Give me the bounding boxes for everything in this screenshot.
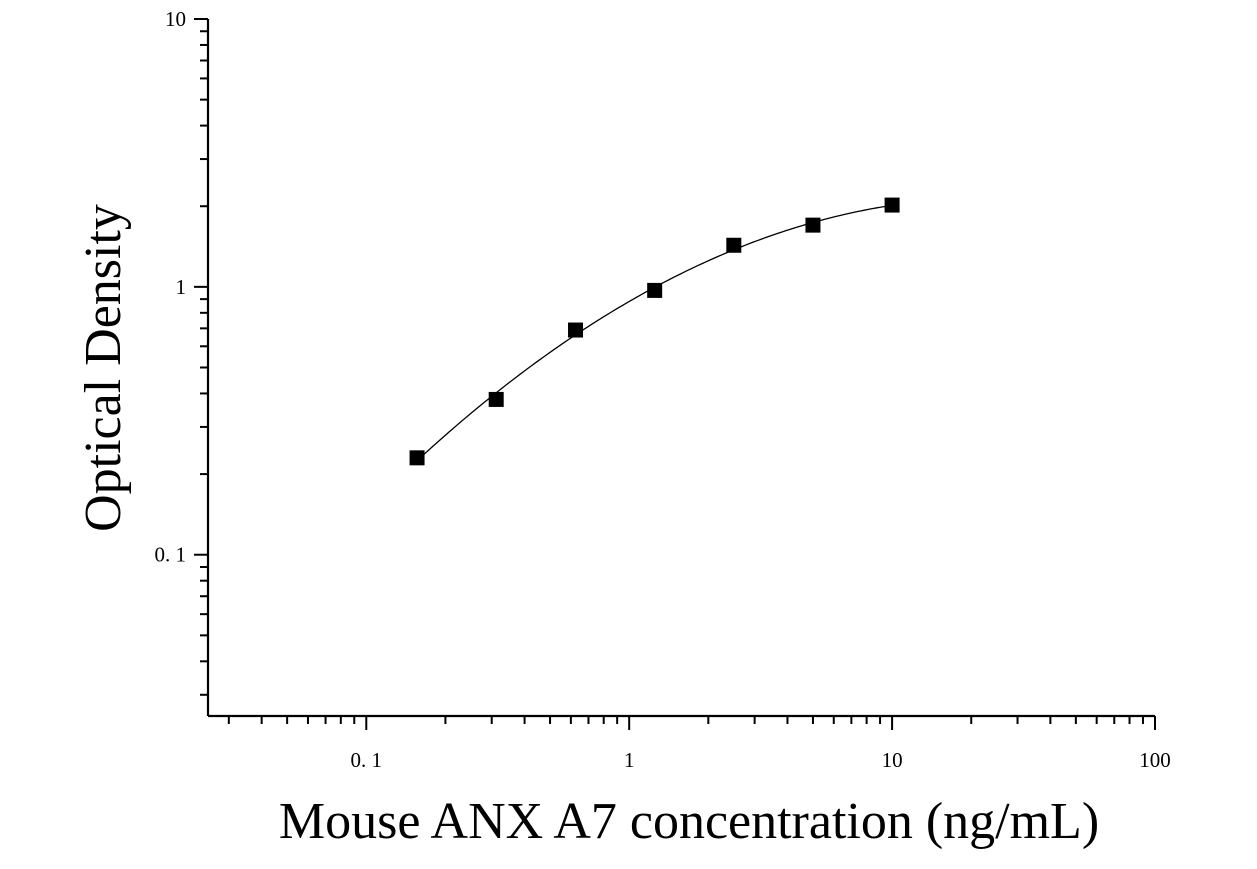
y-tick-label: 0. 1 bbox=[155, 543, 187, 567]
data-point-marker bbox=[409, 450, 425, 466]
data-point-marker bbox=[726, 237, 742, 253]
fit-curve-line bbox=[416, 204, 893, 462]
data-point-marker bbox=[884, 197, 900, 213]
data-point-marker bbox=[568, 322, 584, 338]
y-tick-label: 10 bbox=[165, 7, 186, 31]
data-points-group bbox=[409, 197, 900, 466]
y-axis-title: Optical Density bbox=[75, 204, 132, 532]
data-point-marker bbox=[488, 391, 504, 407]
fit-curve-group bbox=[416, 204, 893, 462]
x-tick-label: 0. 1 bbox=[351, 748, 383, 772]
x-axis-title: Mouse ANX A7 concentration (ng/mL) bbox=[279, 793, 1099, 850]
data-point-marker bbox=[805, 217, 821, 233]
tick-labels-group: 0. 1 1 10 100 0. 1 1 10 bbox=[155, 7, 1171, 772]
axes-group bbox=[194, 18, 1156, 730]
x-tick-label: 100 bbox=[1139, 748, 1171, 772]
data-point-marker bbox=[647, 282, 663, 298]
y-tick-label: 1 bbox=[176, 275, 187, 299]
x-tick-label: 1 bbox=[624, 748, 635, 772]
x-tick-label: 10 bbox=[882, 748, 903, 772]
